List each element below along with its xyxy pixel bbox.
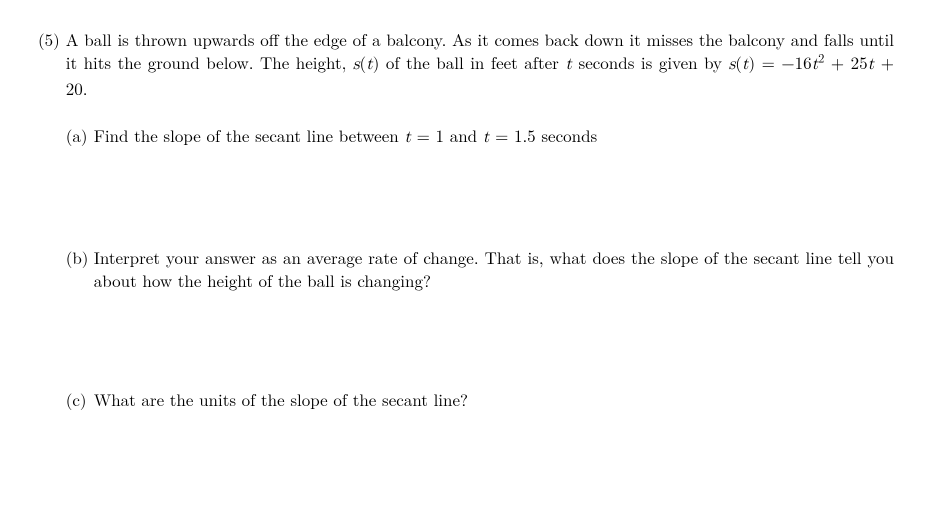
subpart-b: (b) Interpret your answer as an average …	[66, 246, 894, 292]
part-a-eq1: = 1 and	[411, 123, 483, 147]
problem-intro-3: seconds is given by	[572, 50, 729, 74]
subparts-container: (a) Find the slope of the secant line be…	[66, 124, 894, 411]
subpart-b-label: (b)	[66, 246, 94, 269]
eq-lhs-s: s	[729, 56, 736, 73]
problem-number: (5)	[38, 28, 66, 51]
math-t-arg: t	[366, 56, 373, 73]
subpart-c-label: (c)	[66, 388, 94, 411]
part-a-text-1: Find the slope of the secant line betwee…	[94, 123, 405, 147]
eq-rhs-2: + 25	[824, 50, 867, 74]
math-s: s	[353, 56, 360, 73]
subpart-c: (c) What are the units of the slope of t…	[66, 388, 894, 411]
subpart-a: (a) Find the slope of the secant line be…	[66, 124, 894, 150]
problem-intro-2: of the ball in feet after	[379, 50, 565, 74]
part-a-t1: t	[404, 129, 411, 146]
eq-lhs-t: t	[742, 56, 749, 73]
subpart-a-label: (a)	[66, 124, 94, 147]
problem-container: (5) A ball is thrown upwards off the edg…	[38, 28, 894, 411]
eq-rhs-1: = −16	[755, 50, 811, 74]
subpart-a-text: Find the slope of the secant line betwee…	[94, 124, 894, 150]
problem-body: A ball is thrown upwards off the edge of…	[66, 28, 894, 411]
subpart-c-text: What are the units of the slope of the s…	[94, 388, 894, 411]
subpart-b-text: Interpret your answer as an average rate…	[94, 246, 894, 292]
part-a-eq2: = 1.5 seconds	[489, 123, 597, 147]
math-var-t: t	[565, 56, 572, 73]
